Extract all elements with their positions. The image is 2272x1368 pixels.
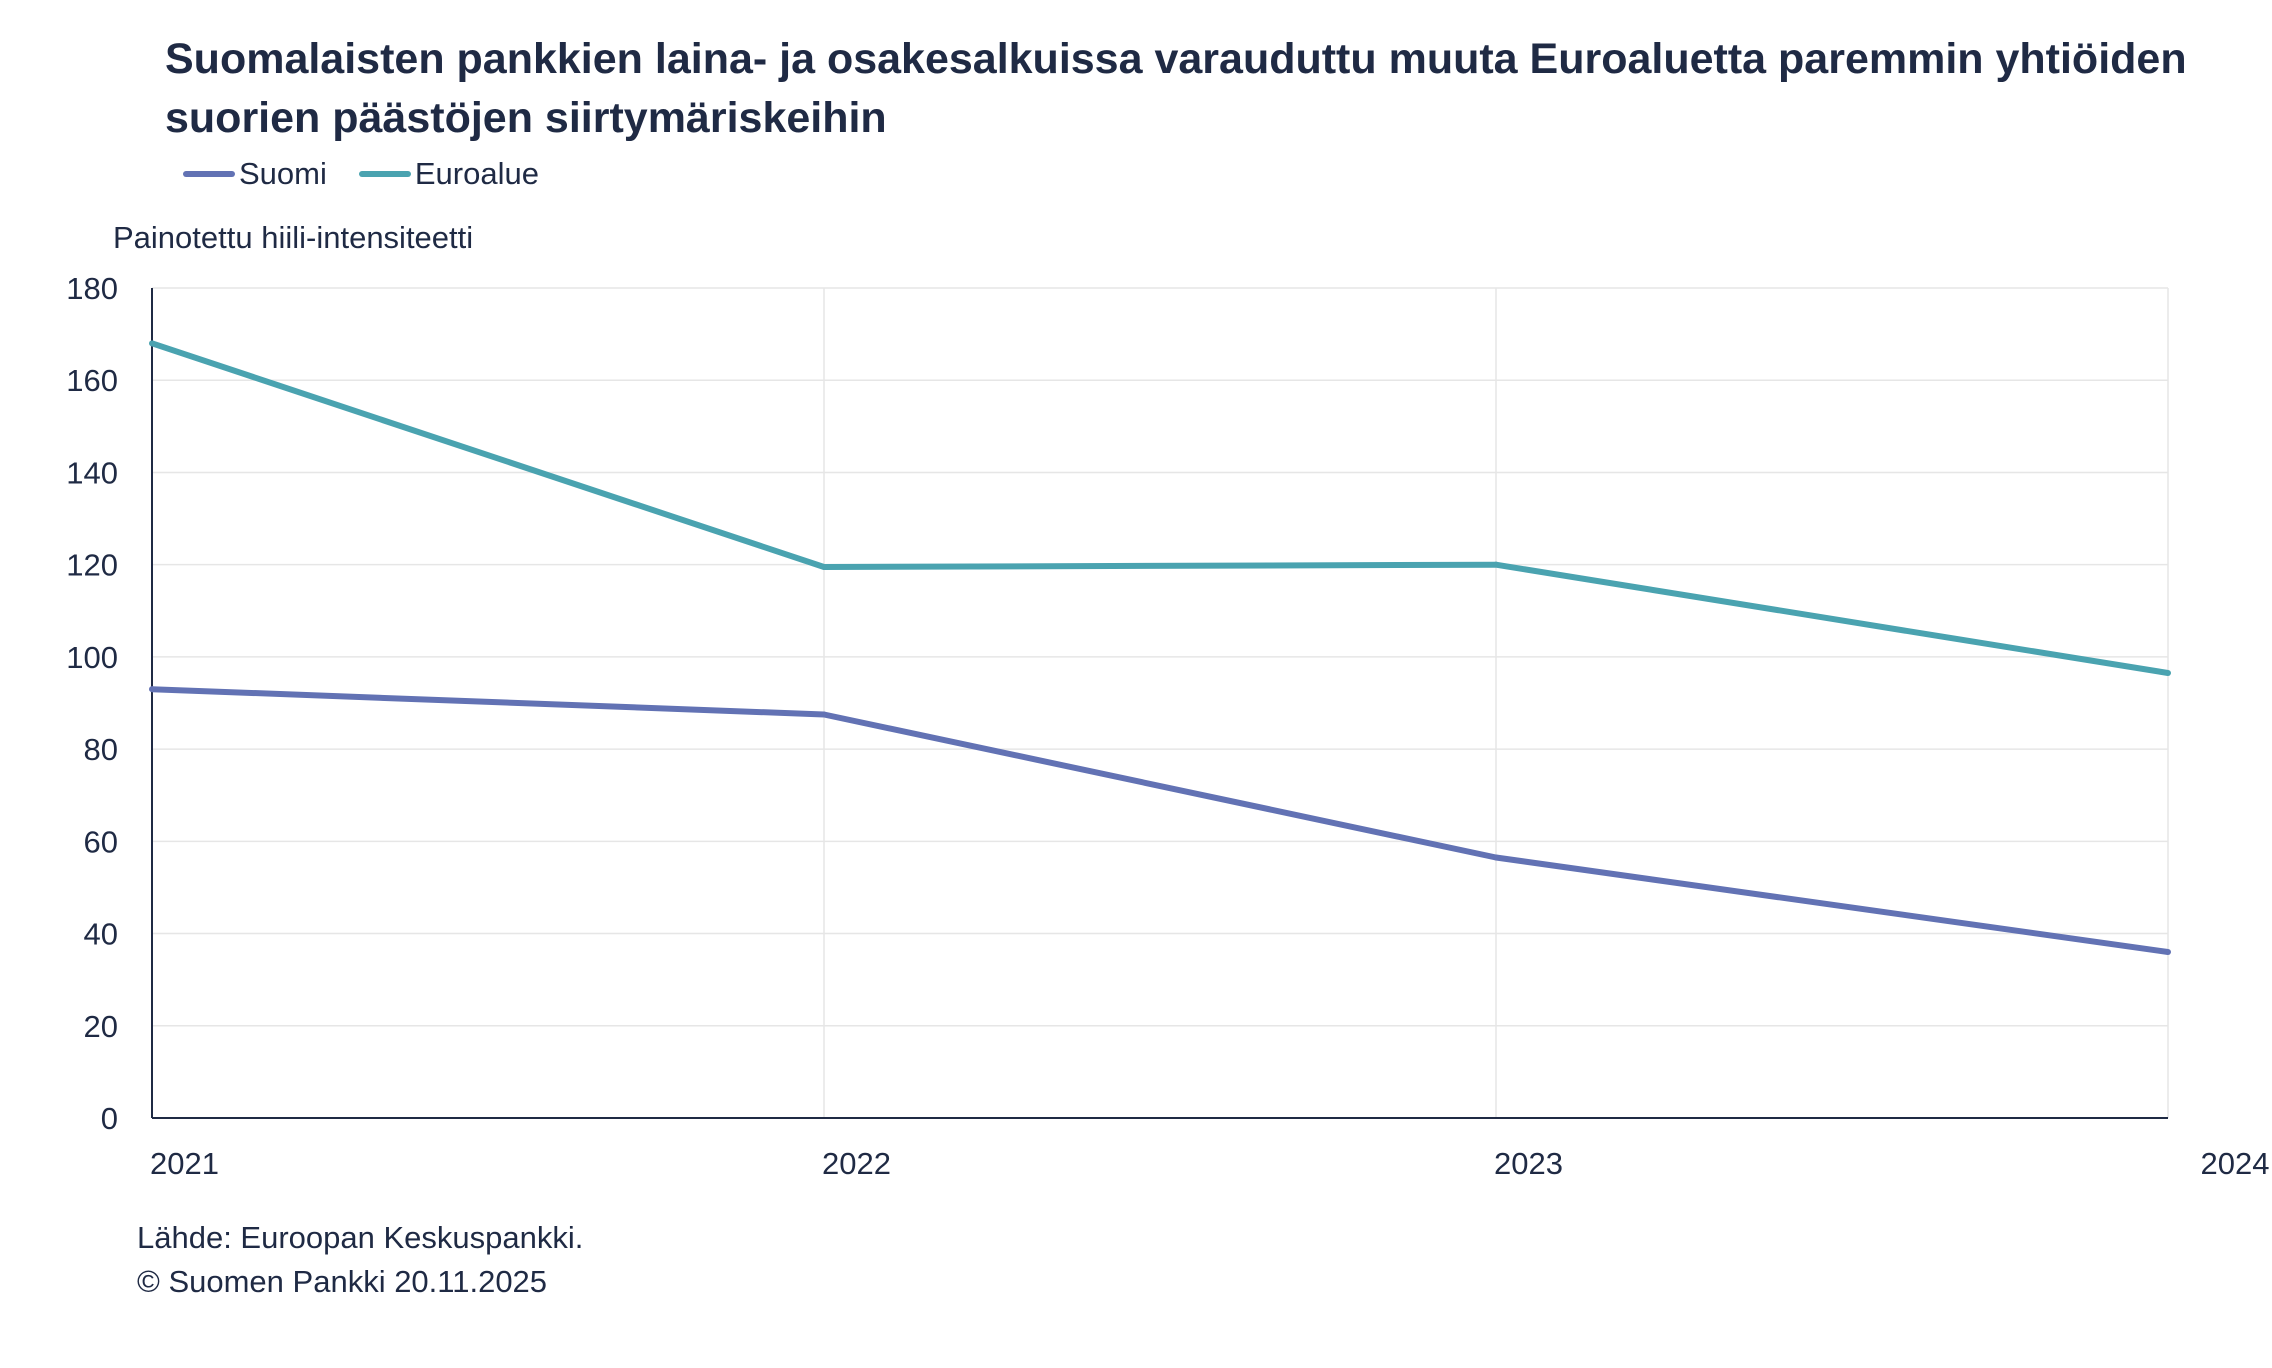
data-point-suomi <box>2165 949 2171 955</box>
data-point-euroalue <box>821 563 827 570</box>
y-tick-label: 180 <box>66 271 118 306</box>
y-tick-label: 80 <box>84 732 118 767</box>
legend-item-suomi: Suomi <box>183 156 327 192</box>
y-tick-label: 0 <box>101 1101 118 1136</box>
y-tick-label: 160 <box>66 363 118 398</box>
legend: Suomi Euroalue <box>183 156 571 192</box>
x-tick-label: 2024 <box>2201 1146 2270 1181</box>
copyright-note: © Suomen Pankki 20.11.2025 <box>137 1264 548 1299</box>
data-point-euroalue <box>2165 670 2171 677</box>
chart-title: Suomalaisten pankkien laina- ja osakesal… <box>165 35 2187 142</box>
legend-swatch-suomi <box>183 171 235 177</box>
y-tick-label: 20 <box>84 1009 118 1044</box>
y-axis-title: Painotettu hiili-intensiteetti <box>113 220 474 255</box>
source-note: Lähde: Euroopan Keskuspankki. <box>137 1220 584 1255</box>
data-point-euroalue <box>149 340 155 347</box>
data-point-suomi <box>1493 854 1499 861</box>
data-point-suomi <box>149 686 155 693</box>
x-tick-label: 2022 <box>822 1146 891 1181</box>
data-point-euroalue <box>1493 561 1499 568</box>
legend-item-euroalue: Euroalue <box>358 156 539 192</box>
legend-swatch-euroalue <box>358 171 411 177</box>
series-line-suomi <box>151 686 2169 955</box>
y-tick-label: 120 <box>66 548 118 583</box>
y-tick-label: 100 <box>66 640 118 675</box>
y-tick-label: 60 <box>84 824 118 859</box>
y-tick-label: 140 <box>66 455 118 490</box>
legend-label-euroalue: Euroalue <box>414 156 539 191</box>
x-tick-label: 2023 <box>1494 1146 1563 1181</box>
series-line-euroalue <box>151 340 2169 676</box>
legend-label-suomi: Suomi <box>239 156 327 191</box>
x-tick-label: 2021 <box>150 1146 219 1181</box>
data-point-suomi <box>821 711 827 718</box>
y-tick-label: 40 <box>84 917 118 952</box>
